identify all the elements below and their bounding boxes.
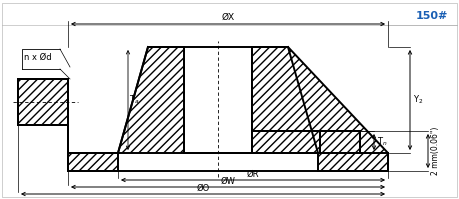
Polygon shape	[252, 131, 319, 153]
Text: ØO: ØO	[196, 184, 209, 193]
Text: T$_a$: T$_a$	[129, 94, 139, 106]
Polygon shape	[68, 47, 184, 171]
Text: ØW: ØW	[220, 177, 235, 186]
Text: Y$_2$: Y$_2$	[412, 94, 422, 106]
Text: T$_n$: T$_n$	[376, 136, 387, 148]
Text: ØX: ØX	[221, 13, 234, 22]
Text: ØR: ØR	[246, 170, 259, 179]
Polygon shape	[184, 47, 252, 153]
Polygon shape	[319, 131, 359, 153]
Text: 2 mm(0.06"): 2 mm(0.06")	[430, 127, 439, 175]
Polygon shape	[18, 79, 68, 125]
Text: 150#: 150#	[415, 11, 447, 21]
Text: n x Ød: n x Ød	[24, 53, 51, 61]
Polygon shape	[252, 47, 387, 171]
